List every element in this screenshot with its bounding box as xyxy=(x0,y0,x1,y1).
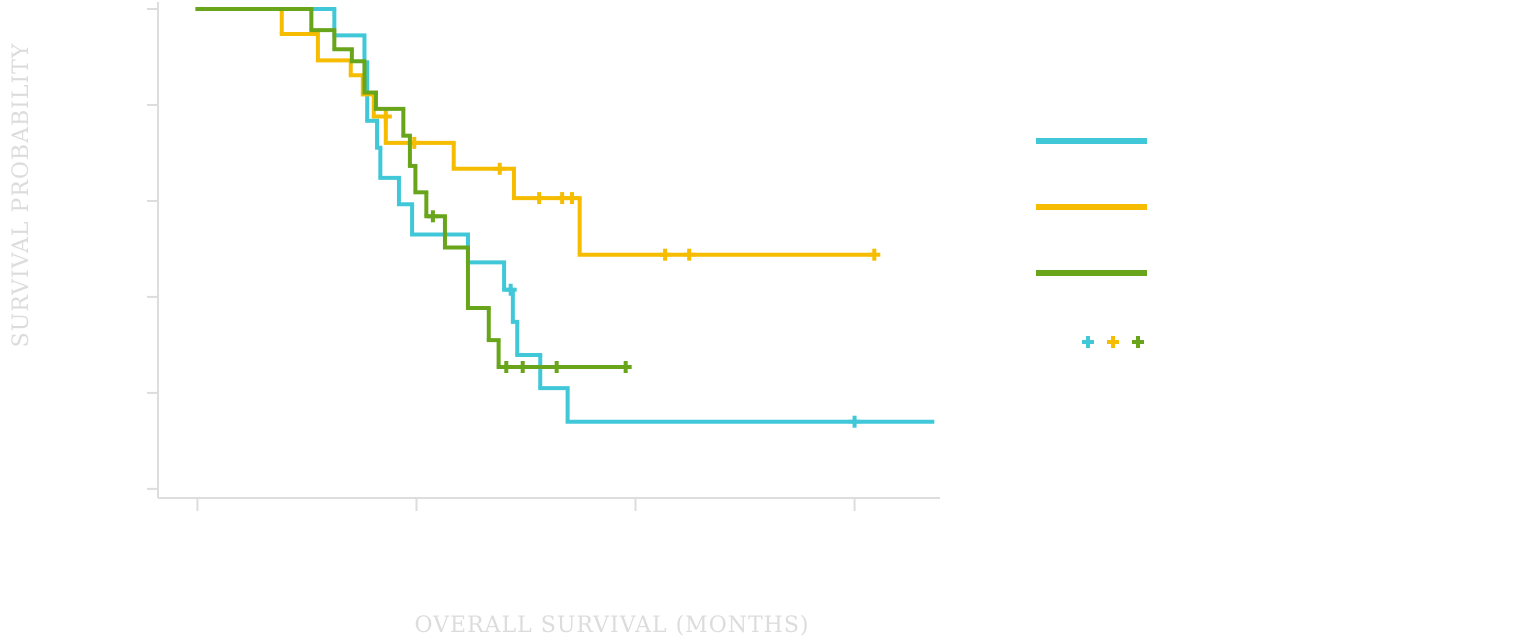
censor-mark xyxy=(500,360,513,373)
censor-mark xyxy=(868,248,881,261)
legend-censor-icon xyxy=(1132,336,1144,348)
censor-mark xyxy=(566,192,578,205)
x-axis-title: OVERALL SURVIVAL (MONTHS) xyxy=(414,613,809,638)
censor-mark xyxy=(533,192,546,205)
censor-mark xyxy=(504,283,517,296)
censor-mark xyxy=(516,360,529,373)
legend-censor-icon xyxy=(1107,336,1119,348)
censor-mark xyxy=(426,210,439,223)
censor-mark xyxy=(493,162,506,175)
censor-mark xyxy=(550,360,563,373)
legend-censor-icon xyxy=(1082,336,1094,348)
censor-mark xyxy=(848,415,861,428)
censor-mark xyxy=(659,248,672,261)
censor-mark xyxy=(683,248,696,261)
censor-mark xyxy=(379,110,392,123)
y-axis-title: SURVIVAL PROBABILITY xyxy=(9,43,34,348)
censor-mark xyxy=(619,360,632,373)
